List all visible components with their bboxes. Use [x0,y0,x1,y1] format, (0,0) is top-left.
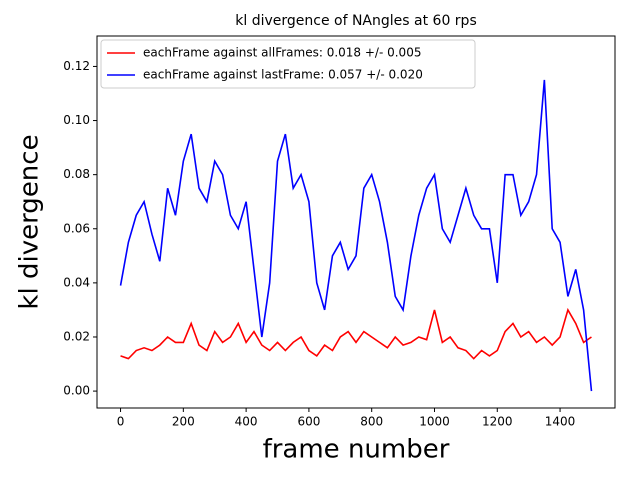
x-tick-label: 600 [297,415,320,429]
x-tick-label: 1200 [482,415,513,429]
x-tick-label: 1400 [545,415,576,429]
legend-label: eachFrame against lastFrame: 0.057 +/- 0… [143,68,423,82]
x-tick-label: 0 [117,415,125,429]
x-tick-label: 800 [360,415,383,429]
y-tick-label: 0.06 [63,221,90,235]
y-tick-label: 0.04 [63,275,90,289]
y-axis-label: kl divergence [15,134,45,309]
x-tick-label: 200 [172,415,195,429]
x-tick-label: 400 [235,415,258,429]
series-line [120,307,592,360]
y-tick-label: 0.08 [63,167,90,181]
chart-title: kl divergence of NAngles at 60 rps [235,13,477,29]
legend-box [100,39,476,89]
x-axis-label: frame number [263,435,450,465]
y-tick-label: 0.02 [63,329,90,343]
series-line [119,79,593,392]
legend-label: eachFrame against allFrames: 0.018 +/- 0… [143,46,421,60]
y-tick-label: 0.10 [63,113,90,127]
plot-frame [96,35,616,409]
x-tick-label: 1000 [419,415,450,429]
y-tick-label: 0.00 [63,384,90,398]
y-tick-label: 0.12 [63,59,90,73]
